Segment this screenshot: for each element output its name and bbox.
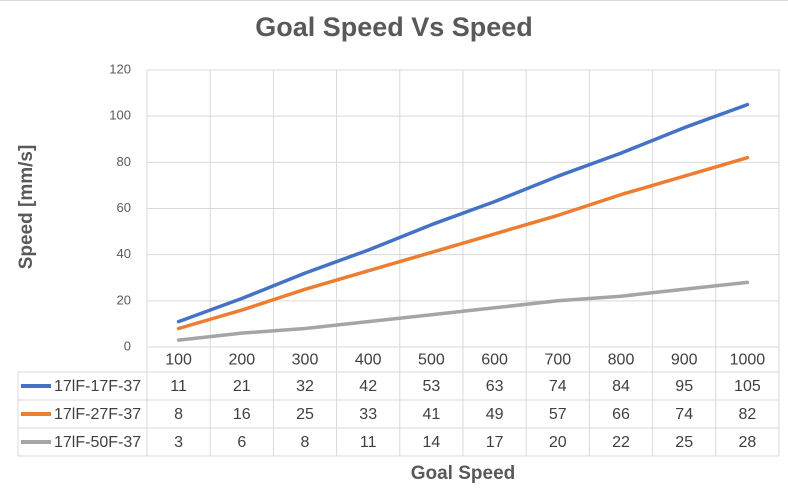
y-tick-label: 100 <box>109 108 131 123</box>
legend-label: 17lF-27F-37 <box>54 406 141 423</box>
data-label: 28 <box>739 434 757 451</box>
x-tick-label: 700 <box>544 352 571 369</box>
legend-label: 17lF-17F-37 <box>54 378 141 395</box>
chart-title: Goal Speed Vs Speed <box>255 12 533 42</box>
data-label: 8 <box>301 434 310 451</box>
data-label: 63 <box>486 378 504 395</box>
y-tick-label: 80 <box>117 154 131 169</box>
data-label: 57 <box>549 406 567 423</box>
y-tick-label: 120 <box>109 61 131 76</box>
x-axis-label: Goal Speed <box>410 463 516 484</box>
x-tick-label: 800 <box>608 352 635 369</box>
data-label: 21 <box>233 378 251 395</box>
x-tick-label: 1000 <box>730 352 766 369</box>
data-label: 84 <box>612 378 630 395</box>
data-label: 95 <box>675 378 693 395</box>
data-label: 20 <box>549 434 567 451</box>
data-label: 32 <box>296 378 314 395</box>
data-label: 42 <box>359 378 377 395</box>
series-line <box>176 155 750 331</box>
legend-label: 17lF-50F-37 <box>54 434 141 451</box>
data-label: 66 <box>612 406 630 423</box>
data-label: 14 <box>423 434 441 451</box>
data-label: 33 <box>359 406 377 423</box>
data-label: 16 <box>233 406 251 423</box>
x-tick-label: 900 <box>671 352 698 369</box>
x-tick-label: 200 <box>228 352 255 369</box>
data-label: 74 <box>675 406 693 423</box>
x-tick-label: 600 <box>481 352 508 369</box>
data-label: 41 <box>423 406 441 423</box>
x-tick-label: 100 <box>165 352 192 369</box>
data-label: 3 <box>174 434 183 451</box>
data-label: 6 <box>237 434 246 451</box>
data-label: 82 <box>739 406 757 423</box>
x-tick-label: 500 <box>418 352 445 369</box>
y-tick-label: 0 <box>124 338 131 353</box>
data-label: 25 <box>296 406 314 423</box>
data-label: 22 <box>612 434 630 451</box>
top-border <box>0 0 788 4</box>
data-label: 11 <box>170 378 187 395</box>
data-label: 11 <box>360 434 377 451</box>
data-label: 25 <box>675 434 693 451</box>
y-tick-label: 60 <box>117 200 131 215</box>
data-label: 105 <box>734 378 761 395</box>
data-label: 53 <box>423 378 441 395</box>
y-tick-label: 20 <box>117 292 131 307</box>
data-label: 49 <box>486 406 504 423</box>
series-line <box>176 280 750 342</box>
series-line <box>176 102 750 324</box>
data-label: 17 <box>486 434 504 451</box>
x-tick-label: 300 <box>292 352 319 369</box>
data-label: 8 <box>174 406 183 423</box>
x-tick-label: 400 <box>355 352 382 369</box>
data-label: 74 <box>549 378 567 395</box>
y-tick-label: 40 <box>117 246 131 261</box>
